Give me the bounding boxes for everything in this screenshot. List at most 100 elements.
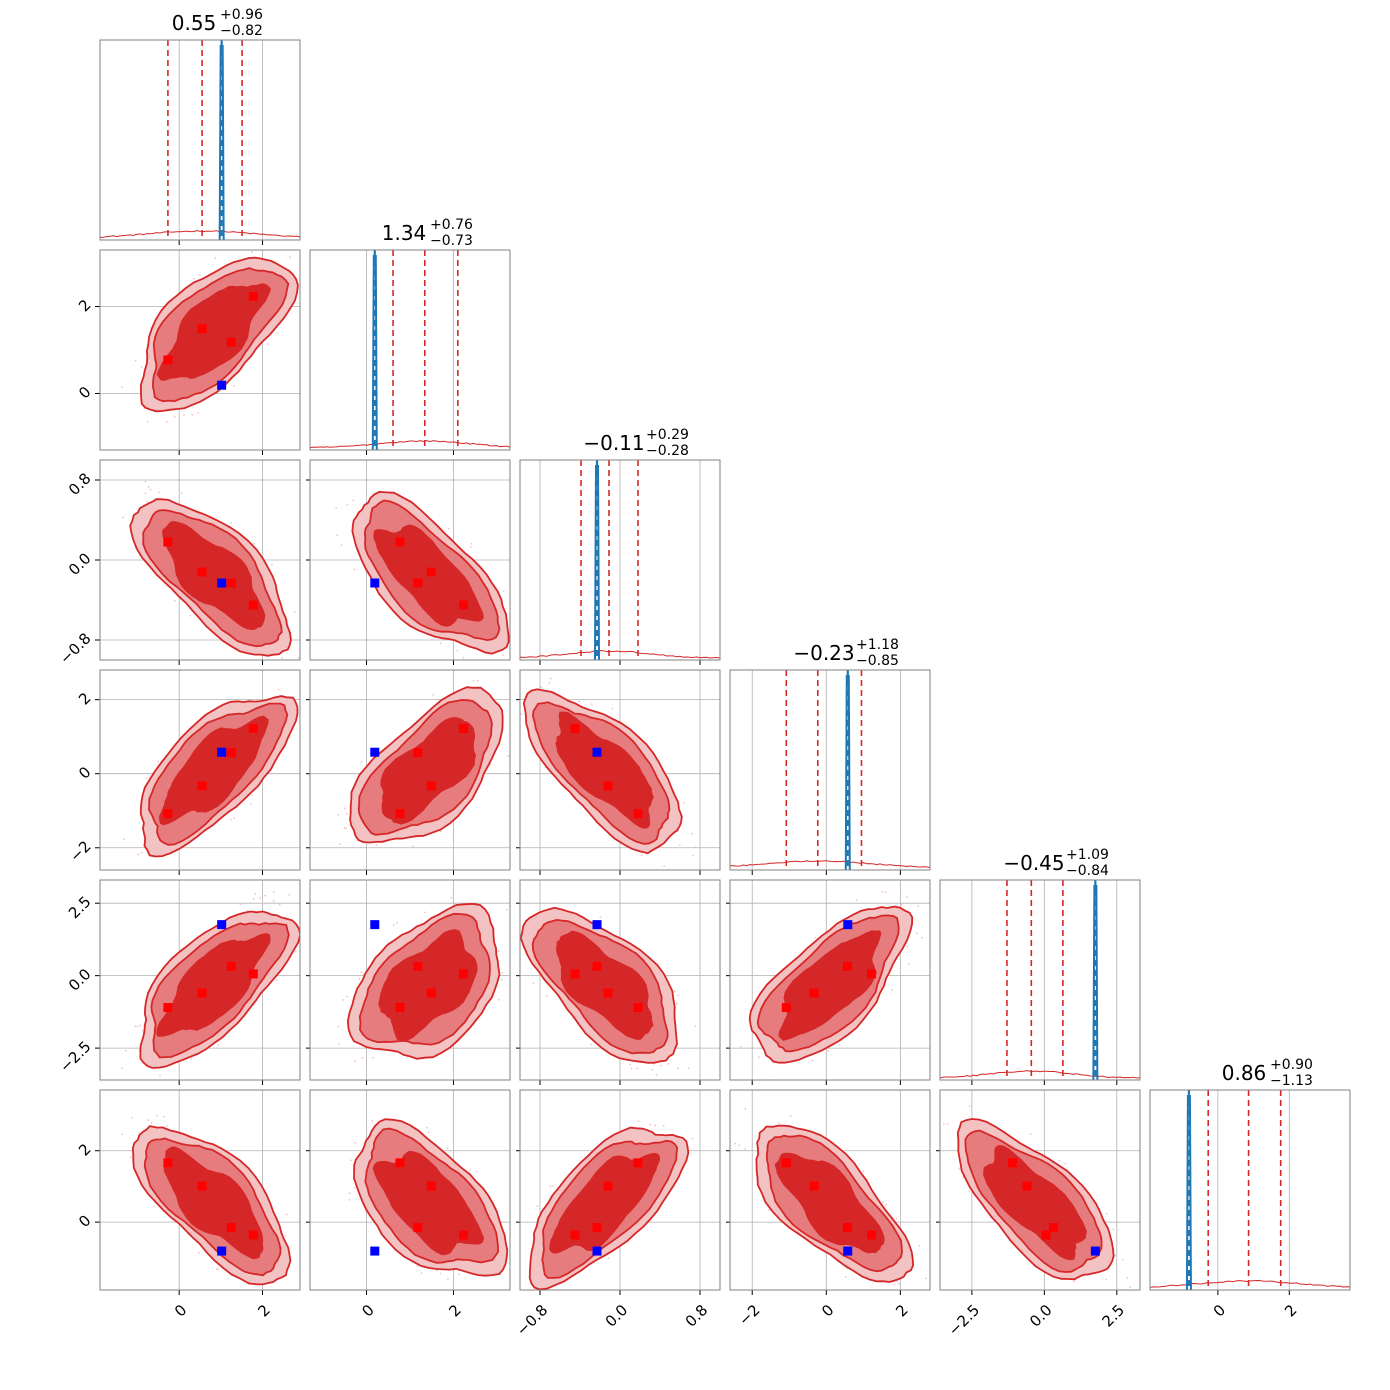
diag-panel-3: −0.23 +1.18−0.85: [729, 637, 931, 875]
sample-point: [416, 1265, 419, 1268]
sample-point: [180, 492, 183, 495]
sample-point: [358, 977, 361, 980]
sample-point: [532, 982, 535, 984]
mode-marker: [458, 724, 468, 734]
sample-point: [906, 945, 908, 948]
sample-point: [354, 1060, 356, 1063]
sample-point: [343, 807, 346, 810]
panel-frame: [99, 1089, 301, 1291]
sample-point: [663, 865, 666, 868]
sample-point: [881, 1201, 884, 1204]
sample-point: [896, 1280, 899, 1283]
title-minus-2: −0.28: [646, 443, 689, 459]
sample-point: [677, 1067, 679, 1070]
sample-point: [284, 1297, 286, 1299]
sample-point: [691, 1137, 694, 1140]
panel-frame: [1149, 1089, 1351, 1291]
sample-point: [655, 1073, 658, 1076]
sample-point: [497, 998, 500, 1001]
sample-point: [272, 899, 275, 902]
mode-marker: [426, 1181, 436, 1191]
sample-point: [337, 813, 340, 816]
sample-point: [1112, 1228, 1115, 1231]
sample-point: [534, 1298, 536, 1300]
sample-point: [677, 994, 679, 997]
sample-point: [1116, 1228, 1119, 1231]
sample-point: [590, 1043, 593, 1046]
sample-point: [338, 1042, 340, 1045]
sample-point: [515, 930, 517, 932]
mode-marker: [781, 1158, 791, 1168]
contour-inner: [372, 1150, 485, 1256]
y-tick-label-0: 0: [75, 383, 94, 402]
sample-point: [297, 656, 300, 659]
y-tick-label-0: −2: [66, 837, 94, 865]
contour-inner: [156, 933, 271, 1037]
diag-panel-2: −0.11 +0.29−0.28: [519, 427, 721, 665]
panel-3-1: [306, 669, 511, 875]
sample-point: [159, 1074, 161, 1077]
mode-marker: [248, 969, 258, 979]
sample-point: [502, 590, 505, 593]
mode-marker: [395, 1003, 405, 1013]
panel-frame: [309, 459, 511, 661]
diag-panel-5: 0.86 +0.90−1.13 0 2: [1149, 1057, 1351, 1320]
mode-marker: [197, 781, 207, 791]
truth-marker: [217, 578, 227, 588]
truth-marker: [217, 1246, 227, 1256]
mode-marker: [426, 567, 436, 577]
broad-histogram-0: [99, 230, 301, 238]
panel-frame: [519, 459, 721, 661]
panel-4-1: [306, 879, 517, 1085]
sample-point: [1105, 1212, 1108, 1215]
mode-marker: [197, 567, 207, 577]
mode-marker: [163, 1158, 173, 1168]
panel-frame: [939, 1089, 1141, 1291]
panel-frame: [99, 669, 301, 871]
sample-point: [353, 568, 356, 571]
sample-point: [688, 1047, 691, 1050]
sample-point: [183, 414, 185, 417]
mode-marker: [395, 537, 405, 547]
sample-point: [557, 902, 560, 904]
contour-inner: [556, 930, 654, 1040]
contour-inner: [159, 715, 269, 826]
sample-point: [272, 891, 275, 893]
panel-2-1: [306, 459, 511, 665]
sample-point: [545, 1297, 547, 1299]
contours-4-0: [121, 891, 300, 1077]
sample-point: [1073, 1280, 1075, 1283]
sample-point: [1114, 1254, 1117, 1257]
sample-point: [254, 893, 257, 895]
sample-point: [285, 1213, 288, 1216]
sample-point: [275, 1295, 277, 1297]
contour-inner: [156, 283, 271, 381]
sample-point: [489, 763, 492, 766]
sample-point: [1129, 1286, 1131, 1289]
sample-point: [267, 245, 269, 247]
sample-point: [261, 902, 264, 905]
sample-point: [789, 1115, 792, 1118]
broad-histogram-5: [1149, 1279, 1351, 1288]
sample-point: [578, 700, 581, 703]
mode-marker: [413, 961, 423, 971]
sample-point: [122, 838, 125, 841]
sample-point: [439, 642, 442, 645]
y-tick-label-2: 0.8: [65, 469, 95, 499]
contours-5-0: [121, 1114, 292, 1299]
x-tick-label-2: 0.8: [682, 1301, 712, 1331]
sample-point: [190, 1058, 193, 1060]
mode-marker: [809, 1181, 819, 1191]
sample-point: [198, 274, 201, 276]
mode-marker: [781, 1003, 791, 1013]
contour-inner: [380, 717, 476, 825]
sample-point: [396, 922, 398, 924]
sample-point: [683, 801, 686, 804]
x-tick-label-2: 2.5: [1099, 1301, 1129, 1331]
mode-marker: [633, 1003, 643, 1013]
sample-point: [516, 1241, 518, 1243]
mode-marker: [570, 1230, 580, 1240]
sample-point: [921, 936, 924, 939]
sample-point: [147, 485, 150, 488]
mode-marker: [413, 1223, 423, 1232]
